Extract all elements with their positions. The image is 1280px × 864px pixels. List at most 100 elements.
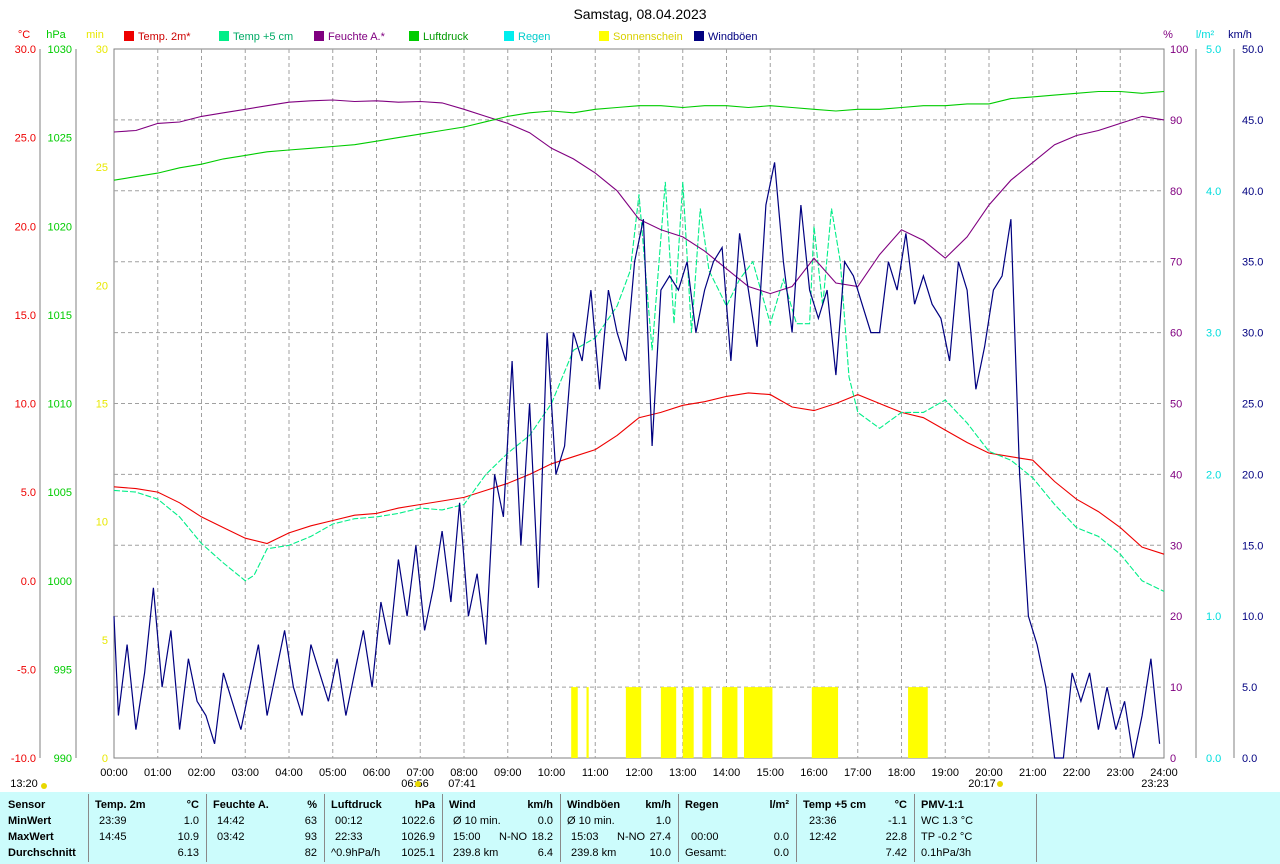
stats-total-label: Gesamt: bbox=[685, 847, 727, 859]
tick-label-rain: 4.0 bbox=[1206, 186, 1221, 198]
tick-label-celsius: 20.0 bbox=[15, 221, 36, 233]
stats-value: 63 bbox=[304, 815, 317, 827]
legend-swatch bbox=[124, 31, 134, 41]
stats-header: Windböen bbox=[567, 799, 621, 811]
stats-time: 15:03 bbox=[571, 831, 599, 843]
stats-unit: km/h bbox=[527, 799, 553, 811]
stats-time: 22:33 bbox=[335, 831, 363, 843]
stats-row-label: MaxWert bbox=[8, 831, 54, 843]
sunshine-bar bbox=[660, 687, 677, 758]
tick-label-celsius: 30.0 bbox=[15, 44, 36, 56]
stats-header: Temp +5 cm bbox=[803, 799, 867, 811]
x-tick-label: 18:00 bbox=[888, 767, 916, 779]
tick-label-percent: 100 bbox=[1170, 44, 1188, 56]
stats-unit: °C bbox=[894, 799, 907, 811]
legend-label: Temp. 2m* bbox=[138, 31, 191, 43]
x-tick-label: 24:00 bbox=[1150, 767, 1178, 779]
legend-label: Luftdruck bbox=[423, 31, 469, 43]
x-tick-label: 16:00 bbox=[800, 767, 828, 779]
tick-label-hpa: 995 bbox=[54, 664, 72, 676]
sunrise-marker-icon bbox=[415, 781, 421, 787]
sunshine-bar bbox=[625, 687, 642, 758]
sunshine-bar bbox=[744, 687, 773, 758]
stats-value: 0.0 bbox=[773, 847, 789, 859]
tick-label-percent: 80 bbox=[1170, 186, 1182, 198]
tick-label-kmh: 35.0 bbox=[1242, 257, 1263, 269]
tick-label-kmh: 40.0 bbox=[1242, 186, 1263, 198]
tick-label-kmh: 30.0 bbox=[1242, 328, 1263, 340]
tick-label-min: 25 bbox=[96, 162, 108, 174]
sunshine-bar bbox=[722, 687, 738, 758]
stats-time: 03:42 bbox=[217, 831, 245, 843]
legend-swatch bbox=[219, 31, 229, 41]
tick-label-hpa: 990 bbox=[54, 753, 72, 765]
x-tick-label: 11:00 bbox=[582, 767, 609, 779]
tick-label-celsius: -5.0 bbox=[17, 664, 36, 676]
tick-label-percent: 40 bbox=[1170, 469, 1182, 481]
stats-unit: hPa bbox=[414, 799, 435, 811]
stats-value: WC 1.3 °C bbox=[921, 815, 974, 827]
x-tick-label: 19:00 bbox=[931, 767, 959, 779]
tick-label-kmh: 20.0 bbox=[1242, 469, 1263, 481]
sunshine-bar bbox=[702, 687, 712, 758]
legend-label: Feuchte A.* bbox=[328, 31, 385, 43]
stats-direction: N-NO bbox=[499, 831, 528, 843]
stats-value: TP -0.2 °C bbox=[921, 831, 973, 843]
tick-label-min: 10 bbox=[96, 517, 108, 529]
stats-value: 1.0 bbox=[655, 815, 671, 827]
sunshine-bar bbox=[571, 687, 578, 758]
legend-label: Regen bbox=[518, 31, 551, 43]
stats-value: 7.42 bbox=[885, 847, 907, 859]
tick-label-celsius: 0.0 bbox=[21, 576, 36, 588]
tick-label-percent: 0 bbox=[1170, 753, 1176, 765]
stats-time: 00:12 bbox=[335, 815, 363, 827]
axis-unit-kmh: km/h bbox=[1228, 29, 1252, 41]
time-marker-label: 23:23 bbox=[1141, 778, 1169, 790]
x-tick-label: 05:00 bbox=[319, 767, 347, 779]
stats-row-label: Durchschnitt bbox=[8, 847, 76, 859]
tick-label-min: 20 bbox=[96, 280, 108, 292]
legend-label: Temp +5 cm bbox=[233, 31, 294, 43]
stats-row-label: Sensor bbox=[8, 799, 46, 811]
tick-label-hpa: 1005 bbox=[48, 487, 72, 499]
legend-swatch bbox=[694, 31, 704, 41]
stats-time: 23:39 bbox=[99, 815, 127, 827]
stats-time: 23:36 bbox=[809, 815, 837, 827]
legend-swatch bbox=[504, 31, 514, 41]
tick-label-min: 15 bbox=[96, 399, 108, 411]
legend-item: Temp +5 cm bbox=[219, 31, 293, 43]
legend-item: Temp. 2m* bbox=[124, 31, 191, 43]
axis-unit-min: min bbox=[86, 29, 104, 41]
tick-label-rain: 1.0 bbox=[1206, 611, 1221, 623]
tick-label-hpa: 1000 bbox=[48, 576, 72, 588]
tick-label-celsius: 15.0 bbox=[15, 310, 36, 322]
legend-item: Luftdruck bbox=[409, 31, 468, 43]
x-tick-label: 10:00 bbox=[538, 767, 566, 779]
series-luftdruck bbox=[113, 90, 1165, 181]
tick-label-percent: 50 bbox=[1170, 399, 1182, 411]
tick-label-hpa: 1020 bbox=[48, 221, 72, 233]
stats-value: 27.4 bbox=[649, 831, 671, 843]
legend-item: Sonnenschein bbox=[599, 31, 683, 43]
stats-header: Regen bbox=[685, 799, 719, 811]
series-temp-5-cm bbox=[113, 181, 1165, 592]
stats-value: 6.4 bbox=[537, 847, 553, 859]
x-tick-label: 22:00 bbox=[1063, 767, 1091, 779]
stats-panel: Sensor MinWert MaxWert Durchschnitt Temp… bbox=[0, 792, 1280, 864]
series-temp-2m- bbox=[113, 392, 1165, 555]
stats-header: Luftdruck bbox=[331, 799, 382, 811]
x-tick-label: 17:00 bbox=[844, 767, 872, 779]
x-tick-label: 08:00 bbox=[450, 767, 478, 779]
legend-item: Windböen bbox=[694, 31, 758, 43]
sun-marker-icon bbox=[41, 783, 47, 789]
stats-unit: °C bbox=[186, 799, 199, 811]
stats-value: 18.2 bbox=[531, 831, 553, 843]
tick-label-hpa: 1010 bbox=[48, 399, 72, 411]
stats-value: 0.1hPa/3h bbox=[921, 847, 972, 859]
stats-time: 14:42 bbox=[217, 815, 245, 827]
tick-label-hpa: 1025 bbox=[48, 133, 72, 145]
tick-label-celsius: 10.0 bbox=[15, 399, 36, 411]
stats-value: 93 bbox=[304, 831, 317, 843]
stats-value: 1025.1 bbox=[401, 847, 435, 859]
stats-value: 6.13 bbox=[177, 847, 199, 859]
